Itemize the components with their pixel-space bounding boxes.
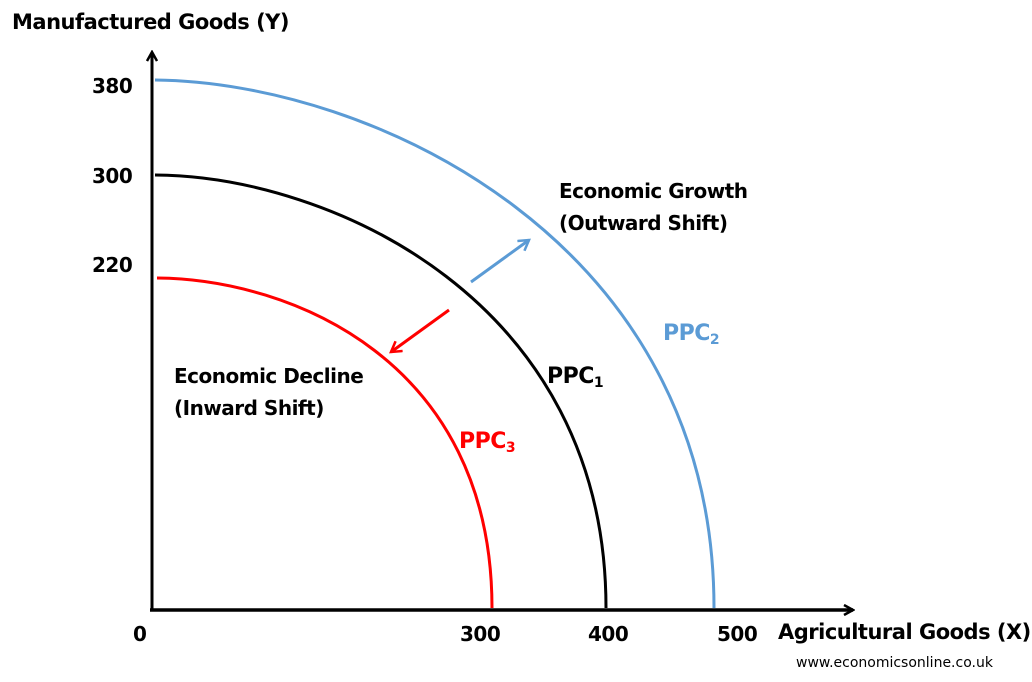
x-axis-title: Agricultural Goods (X) <box>778 620 1031 644</box>
decline-annotation: Economic Decline (Inward Shift) <box>174 360 364 424</box>
ppc1-curve <box>154 173 608 609</box>
y-tick-380: 380 <box>92 74 133 98</box>
ppc2-curve <box>154 78 716 609</box>
x-tick-300: 300 <box>460 622 501 646</box>
ppc2-label: PPC2 <box>663 321 720 348</box>
decline-annotation-line1: Economic Decline <box>174 364 364 388</box>
x-tick-0: 0 <box>133 622 147 646</box>
y-tick-220: 220 <box>92 253 133 277</box>
x-tick-400: 400 <box>588 622 629 646</box>
decline-annotation-line2: (Inward Shift) <box>174 396 324 420</box>
source-credit: www.economicsonline.co.uk <box>796 655 993 671</box>
decline-arrow <box>391 308 450 352</box>
y-tick-300: 300 <box>92 164 133 188</box>
x-tick-500: 500 <box>717 622 758 646</box>
growth-arrow <box>470 240 529 284</box>
ppc1-label: PPC1 <box>547 364 604 391</box>
y-axis-title: Manufactured Goods (Y) <box>12 10 290 34</box>
ppc3-curve <box>156 276 494 609</box>
growth-annotation-line2: (Outward Shift) <box>559 211 728 235</box>
growth-annotation-line1: Economic Growth <box>559 179 748 203</box>
ppc3-label: PPC3 <box>459 429 516 456</box>
growth-annotation: Economic Growth (Outward Shift) <box>559 175 748 239</box>
